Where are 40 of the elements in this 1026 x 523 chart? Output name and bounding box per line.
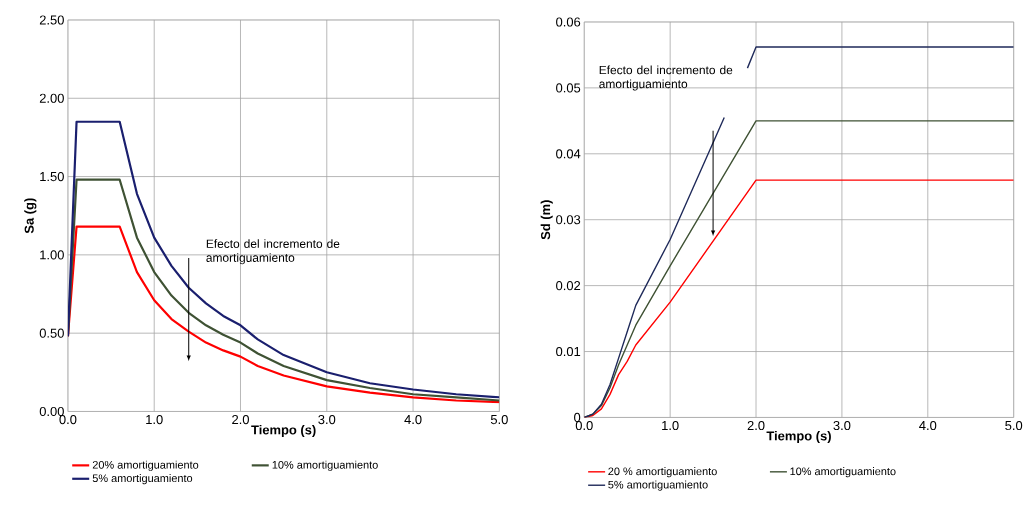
legend-label: 10% amortiguamiento <box>272 460 378 471</box>
legend-label: 5% amortiguamiento <box>92 473 193 485</box>
x-tick-label: 4.0 <box>404 414 422 424</box>
annotation: Efecto del incremento de amortiguamiento <box>206 239 340 265</box>
y-tick-label: 0.02 <box>556 280 581 291</box>
x-tick-label: 2.0 <box>232 414 249 424</box>
annotation: Efecto del incremento de amortiguamiento <box>599 65 733 91</box>
x-axis-title: Tiempo (s) <box>251 424 316 437</box>
y-tick-label: 0.03 <box>556 214 581 225</box>
y-tick-label: 1.50 <box>40 171 64 181</box>
y-tick-label: 2.00 <box>39 93 64 103</box>
line-series <box>67 120 500 399</box>
legend-label: 5% amortiguamiento <box>608 480 708 491</box>
legend-label: 20% amortiguamiento <box>92 460 199 471</box>
x-tick-label: 1.0 <box>146 414 163 424</box>
legend-label: 20 % amortiguamiento <box>608 466 717 478</box>
x-tick-label: 4.0 <box>919 420 937 430</box>
y-tick-label: 0.05 <box>556 83 581 93</box>
y-tick-label: 0.04 <box>556 149 581 159</box>
x-tick-label: 5.0 <box>1005 420 1023 430</box>
y-tick-label: 0.00 <box>39 406 64 416</box>
y-axis-title: Sd (m) <box>540 200 553 240</box>
x-tick-label: 1.0 <box>662 420 679 430</box>
y-tick-label: 0.01 <box>556 346 581 356</box>
x-tick-label: 5.0 <box>490 414 508 424</box>
x-tick-label: 2.0 <box>747 420 765 430</box>
line-series <box>67 225 500 404</box>
x-tick-label: 3.0 <box>318 414 336 424</box>
y-tick-label: 0.06 <box>556 17 581 27</box>
x-tick-label: 3.0 <box>833 420 851 430</box>
y-tick-label: 0.50 <box>39 328 64 338</box>
x-tick-label: 0.0 <box>575 420 593 430</box>
x-axis-title: Tiempo (s) <box>766 430 831 443</box>
y-tick-label: 1.00 <box>40 250 64 260</box>
y-tick-label: 0 <box>574 412 581 422</box>
x-tick-label: 0.0 <box>59 414 77 424</box>
y-tick-label: 2.50 <box>39 15 64 25</box>
y-axis-title: Sa (g) <box>24 198 37 234</box>
legend-label: 10% amortiguamiento <box>790 466 896 478</box>
line-series <box>67 178 500 402</box>
